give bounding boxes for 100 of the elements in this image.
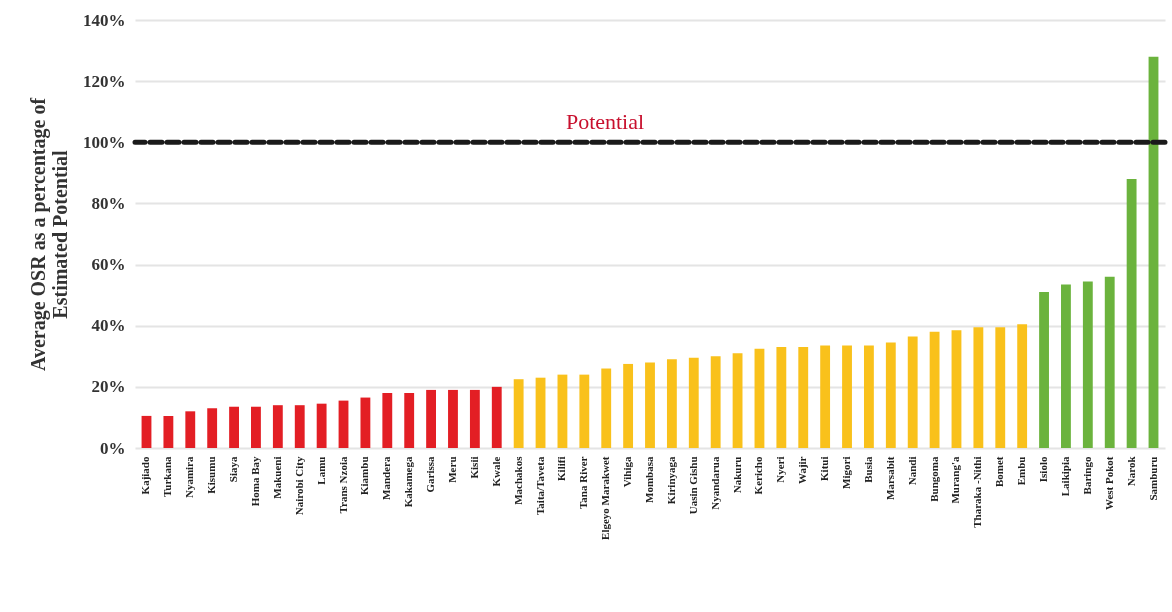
- x-tick-label: Kajiado: [139, 456, 152, 495]
- y-tick-label: 100%: [83, 132, 126, 152]
- y-tick-label: 0%: [100, 438, 126, 458]
- bar: [995, 327, 1006, 448]
- x-tick-label: Busia: [861, 456, 874, 483]
- x-tick-label: Uasin Gishu: [686, 456, 699, 515]
- x-tick-label: Kericho: [752, 456, 765, 495]
- x-tick-label: Nyeri: [774, 456, 787, 483]
- bar: [820, 345, 831, 448]
- bar: [404, 392, 415, 448]
- y-tick-label: 60%: [91, 255, 126, 275]
- ref-line-label: Potential: [565, 109, 645, 135]
- y-axis-title: Average OSR as a percentage of Estimated Potential: [27, 97, 71, 372]
- bar: [229, 406, 239, 448]
- x-tick-label: Nairobi City: [292, 456, 305, 516]
- bar: [163, 415, 174, 448]
- bar: [579, 374, 590, 448]
- bar: [1148, 56, 1159, 448]
- bar: [382, 392, 393, 448]
- x-tick-label: Makueni: [270, 456, 283, 499]
- y-tick-label: 80%: [91, 193, 126, 213]
- x-tick-label: Marsabit: [883, 456, 896, 500]
- bar: [491, 386, 502, 448]
- bar: [338, 400, 349, 448]
- x-tick-label: Bungoma: [927, 456, 940, 502]
- bar: [1082, 281, 1093, 448]
- bar: [1104, 276, 1115, 448]
- bar: [207, 408, 218, 448]
- bar: [272, 405, 283, 448]
- x-tick-label: Baringo: [1080, 456, 1093, 495]
- x-tick-label: Samburu: [1146, 456, 1159, 501]
- bar: [1061, 284, 1071, 448]
- bar: [645, 362, 655, 448]
- bar: [951, 330, 962, 448]
- x-tick-label: Kirinyaga: [664, 456, 677, 505]
- bar: [426, 389, 437, 448]
- bar: [448, 389, 458, 448]
- bar: [469, 389, 480, 448]
- bar: [623, 363, 634, 448]
- x-tick-label: Isiolo: [1037, 456, 1050, 483]
- y-tick-label: 40%: [91, 316, 126, 336]
- x-tick-label: Laikipia: [1058, 456, 1071, 497]
- bar: [907, 336, 918, 448]
- bar: [1039, 292, 1049, 448]
- bar: [360, 397, 371, 448]
- bar: [294, 405, 305, 448]
- bar: [535, 377, 546, 448]
- x-tick-label: Kisumu: [205, 456, 218, 494]
- bar: [885, 342, 896, 448]
- x-tick-label: Homa Bay: [248, 456, 261, 507]
- bar: [316, 403, 327, 448]
- bar: [732, 353, 743, 448]
- x-tick-label: Kwale: [489, 456, 502, 487]
- bar: [842, 345, 852, 448]
- x-tick-label: Meru: [445, 456, 458, 483]
- y-tick-label: 20%: [91, 377, 126, 397]
- x-tick-label: Mombasa: [643, 456, 655, 503]
- bar: [1017, 324, 1028, 448]
- bar: [141, 415, 152, 448]
- x-tick-label: Taita/Taveta: [533, 456, 546, 515]
- y-tick-label: 120%: [83, 71, 126, 91]
- x-tick-label: Kilifi: [555, 456, 568, 481]
- bar: [185, 411, 196, 448]
- y-tick-label: 140%: [83, 10, 126, 30]
- bar: [776, 347, 787, 448]
- x-tick-label: Nyandarua: [708, 456, 721, 510]
- bar: [754, 348, 765, 448]
- bar: [973, 327, 984, 448]
- x-tick-label: Bomet: [993, 456, 1006, 488]
- x-tick-label: Garissa: [424, 456, 437, 493]
- x-tick-label: Narok: [1124, 455, 1137, 487]
- x-tick-label: Siaya: [227, 456, 240, 483]
- x-tick-label: Kisii: [467, 456, 480, 479]
- bar: [666, 359, 677, 448]
- x-tick-label: Mandera: [380, 456, 393, 500]
- x-tick-label: Nandi: [905, 456, 918, 486]
- x-tick-label: Wajir: [796, 456, 809, 484]
- x-tick-label: Tharaka -Nithi: [971, 456, 984, 528]
- bar: [688, 357, 699, 448]
- x-tick-label: Nyamira: [183, 456, 196, 499]
- bar: [929, 331, 940, 448]
- x-tick-label: Elgeyo Marakwet: [599, 456, 612, 540]
- x-tick-label: Kakamega: [402, 456, 415, 508]
- x-tick-label: Machakos: [511, 455, 524, 505]
- x-tick-label: Turkana: [161, 456, 174, 498]
- bar: [798, 347, 809, 448]
- x-tick-label: Kiambu: [358, 456, 371, 496]
- bar: [601, 368, 612, 448]
- x-tick-label: Murang'a: [949, 456, 962, 504]
- bar: [557, 374, 568, 448]
- x-tick-label: Lamu: [314, 456, 327, 485]
- bar: [863, 345, 874, 448]
- x-tick-label: Tana River: [577, 456, 590, 509]
- bar: [251, 406, 261, 448]
- x-tick-label: Kitui: [818, 456, 831, 481]
- x-tick-label: Vihiga: [621, 456, 634, 488]
- x-tick-label: West Pokot: [1102, 456, 1115, 510]
- x-tick-label: Migori: [840, 456, 853, 489]
- bar: [513, 379, 524, 448]
- x-tick-label: Embu: [1015, 456, 1028, 486]
